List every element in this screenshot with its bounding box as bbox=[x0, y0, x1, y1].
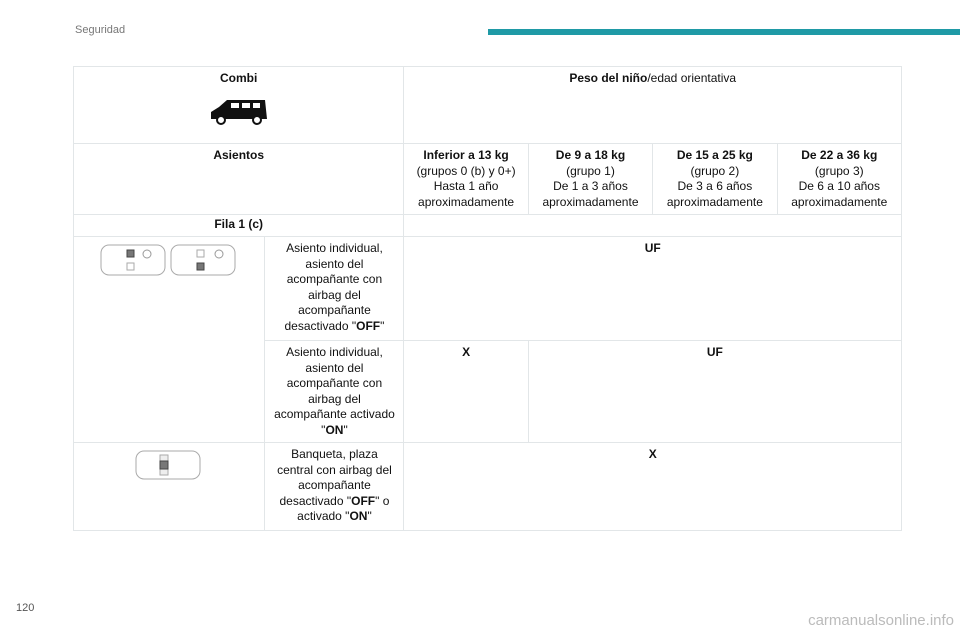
row-value-2a: X bbox=[462, 345, 471, 359]
weight-subtitle: /edad orientativa bbox=[647, 71, 737, 85]
row-value-3: X bbox=[648, 447, 657, 461]
seats-label: Asientos bbox=[213, 148, 265, 162]
group-0: Inferior a 13 kg (grupos 0 (b) y 0+) Hasta… bbox=[403, 143, 529, 215]
row-desc-1: Asiento individual, asiento del acompaña… bbox=[264, 236, 405, 341]
seat-diagram-icon bbox=[100, 244, 236, 276]
bench-seat-diagram-icon bbox=[135, 450, 201, 480]
group-3: De 22 a 36 kg (grupo 3) De 6 a 10 años apro… bbox=[776, 143, 903, 215]
group-2: De 15 a 25 kg (grupo 2) De 3 a 6 años aprox… bbox=[652, 143, 778, 215]
row-desc-3: Banqueta, plaza central con airbag del a… bbox=[264, 442, 405, 531]
van-icon bbox=[210, 99, 267, 125]
page-number: 120 bbox=[16, 602, 35, 614]
vehicle-label: Combi bbox=[220, 71, 258, 85]
row-value-1: UF bbox=[644, 241, 661, 255]
group-1: De 9 a 18 kg (grupo 1) De 1 a 3 años aproxi… bbox=[527, 143, 654, 215]
watermark: carmanualsonline.info bbox=[808, 612, 954, 629]
row-value-2b: UF bbox=[706, 345, 723, 359]
row-label: Fila 1 (c) bbox=[214, 217, 264, 231]
section-title: Seguridad bbox=[75, 24, 126, 36]
child-seat-table: Combi Peso del niño/edad orientativa Asi… bbox=[72, 66, 903, 531]
row-desc-2: Asiento individual, asiento del acompaña… bbox=[264, 340, 405, 443]
weight-title: Peso del niño bbox=[569, 71, 648, 85]
section-accent-bar bbox=[488, 29, 960, 35]
